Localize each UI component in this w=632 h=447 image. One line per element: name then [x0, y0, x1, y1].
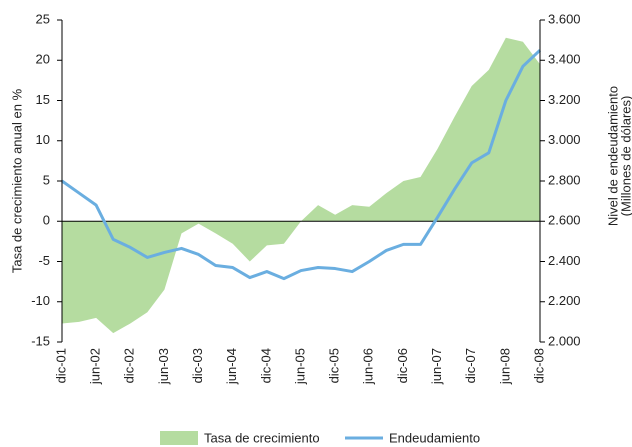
y2-tick-label: 3.600 — [548, 11, 581, 26]
y-tick-label: 5 — [43, 172, 50, 187]
y2-tick-label: 3.200 — [548, 92, 581, 107]
y-tick-label: -5 — [38, 253, 50, 268]
legend-swatch — [160, 431, 198, 445]
y2-tick-label: 2.400 — [548, 253, 581, 268]
x-tick-label: dic-07 — [463, 348, 478, 383]
x-tick-label: dic-01 — [53, 348, 68, 383]
y2-tick-label: 3.000 — [548, 132, 581, 147]
y2-tick-label: 2.800 — [548, 172, 581, 187]
y2-tick-label: 2.000 — [548, 333, 581, 348]
y-tick-label: 20 — [36, 52, 50, 67]
x-tick-label: dic-06 — [395, 348, 410, 383]
line — [61, 49, 542, 281]
x-tick-label: jun-04 — [224, 348, 239, 385]
y-tick-label: 10 — [36, 132, 50, 147]
y-axis-label: Tasa de crecimiento anual en % — [9, 88, 24, 273]
area — [62, 37, 540, 334]
x-tick-label: jun-05 — [292, 348, 307, 385]
legend-label: Endeudamiento — [389, 430, 480, 445]
x-tick-label: jun-02 — [88, 348, 103, 385]
x-tick-label: dic-03 — [190, 348, 205, 383]
x-tick-label: jun-07 — [429, 348, 444, 385]
x-tick-label: dic-08 — [531, 348, 546, 383]
x-tick-label: jun-06 — [361, 348, 376, 385]
y2-axis-label: (Millones de dólares) — [618, 96, 632, 217]
y2-tick-label: 3.400 — [548, 52, 581, 67]
y-tick-label: -10 — [31, 293, 50, 308]
legend-label: Tasa de crecimiento — [204, 430, 320, 445]
y-tick-label: 25 — [36, 11, 50, 26]
x-tick-label: dic-02 — [122, 348, 137, 383]
x-tick-label: dic-04 — [258, 348, 273, 383]
y-tick-label: 15 — [36, 92, 50, 107]
y-tick-label: 0 — [43, 213, 50, 228]
x-tick-label: jun-08 — [497, 348, 512, 385]
y-tick-label: -15 — [31, 333, 50, 348]
x-tick-label: jun-03 — [156, 348, 171, 385]
y2-axis-label: Nivel de endeudamiento — [605, 86, 620, 226]
y2-tick-label: 2.200 — [548, 293, 581, 308]
y2-tick-label: 2.600 — [548, 213, 581, 228]
x-tick-label: dic-05 — [327, 348, 342, 383]
